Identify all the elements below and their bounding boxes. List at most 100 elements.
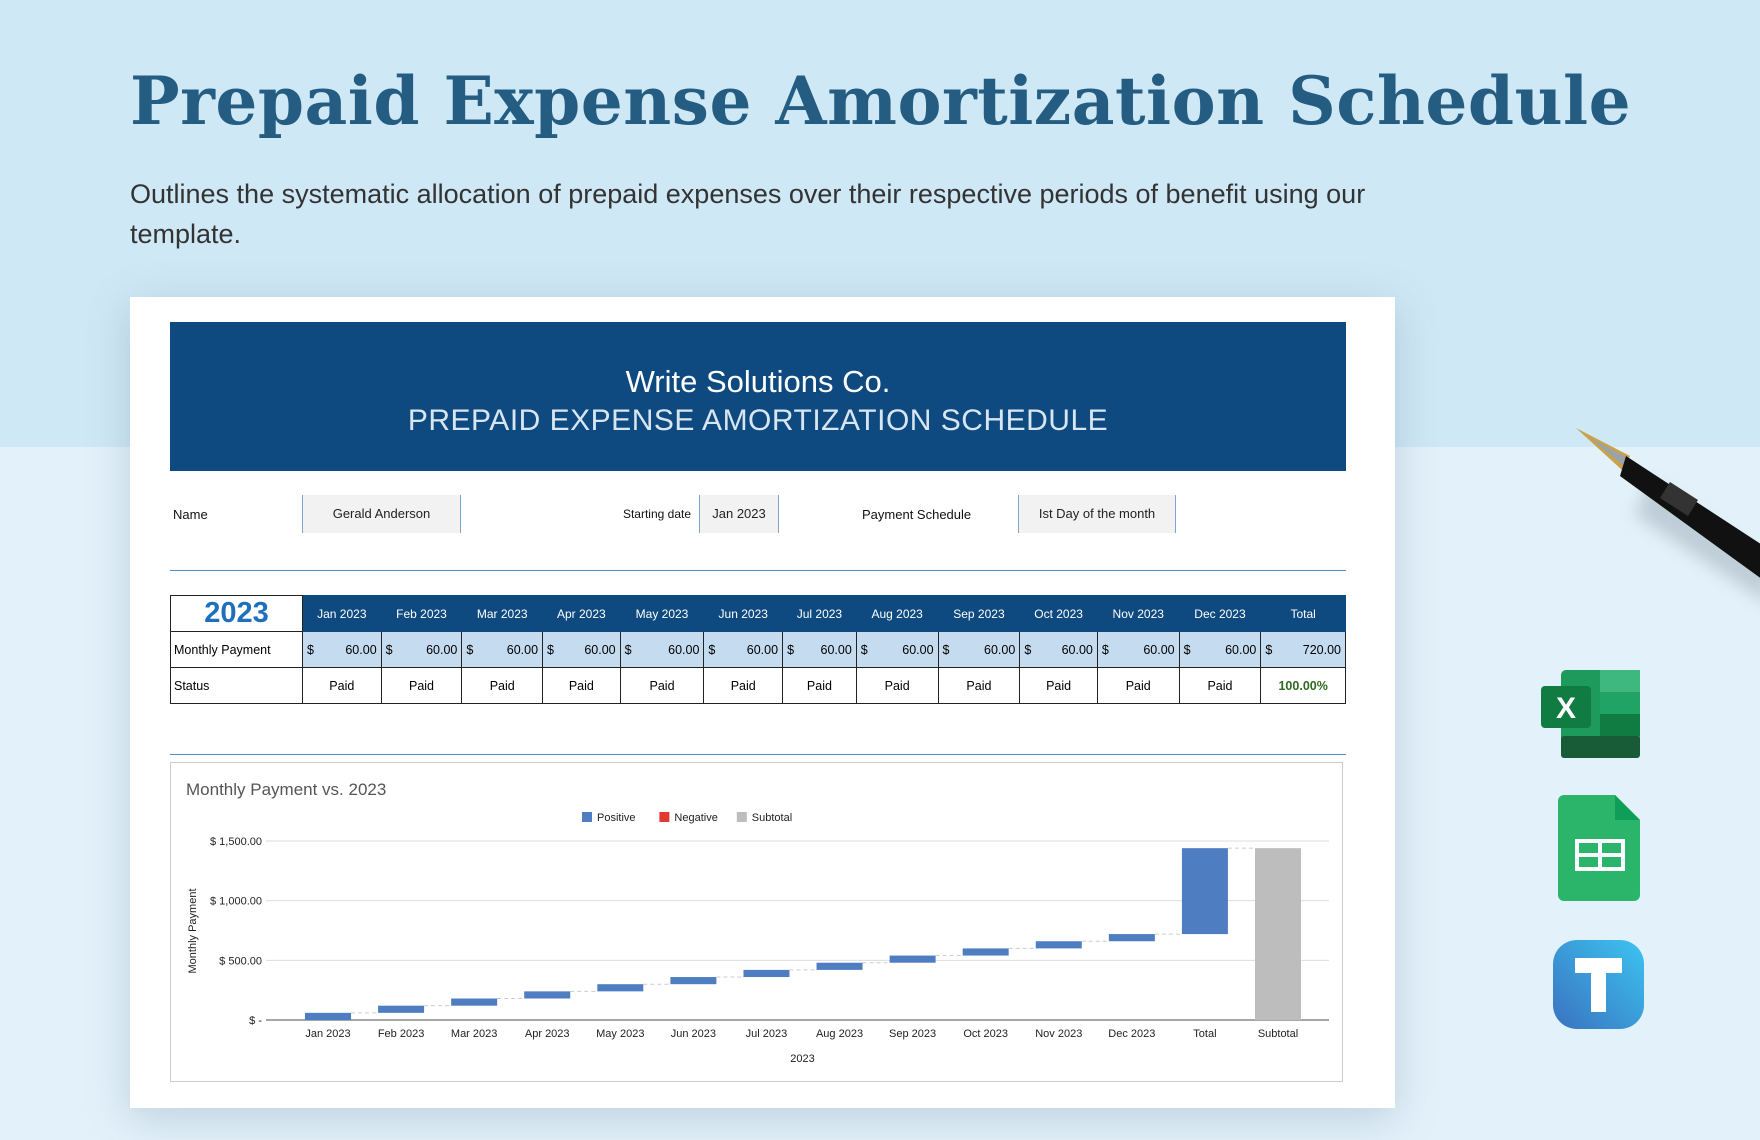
legend-label: Subtotal: [752, 812, 792, 824]
svg-text:X: X: [1556, 692, 1576, 725]
x-tick-label: Jun 2023: [671, 1028, 716, 1040]
column-header: Mar 2023: [461, 595, 544, 632]
payment-amount: 720.00: [1302, 642, 1341, 657]
payment-cell: $60.00: [1096, 631, 1180, 668]
waterfall-bar: [378, 1005, 425, 1013]
payment-cell: $60.00: [1019, 631, 1098, 668]
status-cell: Paid: [703, 667, 784, 704]
payment-amount: 60.00: [1061, 642, 1093, 657]
starting-date-label: Starting date: [622, 507, 691, 521]
excel-icon[interactable]: X: [1541, 670, 1641, 760]
payment-amount: 60.00: [345, 642, 377, 657]
currency-symbol: $: [466, 642, 474, 657]
name-label: Name: [173, 507, 208, 522]
payment-schedule-label: Payment Schedule: [862, 507, 972, 522]
company-name: Write Solutions Co.: [625, 364, 891, 399]
legend-label: Negative: [674, 812, 717, 824]
column-header: Dec 2023: [1178, 595, 1262, 632]
waterfall-bar: [524, 991, 571, 999]
column-header: Total: [1260, 595, 1346, 632]
google-sheets-icon[interactable]: [1558, 795, 1642, 903]
header-row: 2023 Jan 2023 Feb 2023 Mar 2023 Apr 2023…: [170, 595, 1346, 632]
y-tick-label: $ -: [249, 1015, 262, 1027]
y-tick-label: $ 500.00: [219, 955, 262, 967]
waterfall-bar: [1035, 941, 1082, 949]
status-cell: Paid: [542, 667, 621, 704]
currency-symbol: $: [708, 642, 716, 657]
payment-amount: 60.00: [506, 642, 539, 657]
payment-cell: $720.00: [1260, 631, 1346, 668]
status-row: Status Paid Paid Paid Paid Paid Paid Paid Paid P…: [170, 667, 1346, 704]
column-header: Sep 2023: [937, 595, 1021, 632]
x-tick-label: Apr 2023: [525, 1028, 570, 1040]
waterfall-chart: Monthly Payment vs. 2023 Positive Negative…: [170, 762, 1343, 1082]
chart-title: Monthly Payment vs. 2023: [186, 780, 386, 799]
x-axis-title: 2023: [790, 1053, 814, 1065]
x-tick-label: Mar 2023: [451, 1028, 497, 1040]
waterfall-bar: [305, 1012, 351, 1020]
divider: [170, 754, 1346, 755]
status-cell: Paid: [1178, 667, 1262, 704]
currency-symbol: $: [547, 642, 554, 657]
status-cell: Paid: [380, 667, 463, 704]
column-header: May 2023: [619, 595, 705, 632]
currency-symbol: $: [787, 642, 795, 657]
column-header: Jan 2023: [302, 595, 382, 632]
page-title: Prepaid Expense Amortization Schedule: [130, 62, 1632, 140]
x-tick-label: Aug 2023: [816, 1028, 863, 1040]
x-tick-label: Jul 2023: [746, 1028, 788, 1040]
currency-symbol: $: [1024, 642, 1032, 657]
row-label: Monthly Payment: [170, 631, 303, 668]
status-total: 100.00%: [1260, 667, 1346, 704]
column-header: Jul 2023: [782, 595, 857, 632]
payment-cell: $60.00: [703, 631, 784, 668]
currency-symbol: $: [1265, 642, 1273, 657]
x-tick-label: Total: [1193, 1028, 1216, 1040]
status-cell: Paid: [1096, 667, 1180, 704]
legend-swatch: [659, 812, 670, 822]
payment-amount: 60.00: [1143, 642, 1175, 657]
monthly-payment-row: Monthly Payment $60.00 $60.00 $60.00 $60.00…: [170, 631, 1346, 668]
status-cell: Paid: [1019, 667, 1098, 704]
y-tick-label: $ 1,000.00: [210, 896, 262, 908]
currency-symbol: $: [624, 642, 632, 657]
column-header: Apr 2023: [542, 595, 621, 632]
sheet-banner: Write Solutions Co. PREPAID EXPENSE AMOR…: [170, 322, 1346, 471]
currency-symbol: $: [942, 642, 950, 657]
payment-cell: $60.00: [1178, 631, 1262, 668]
currency-symbol: $: [1101, 642, 1109, 657]
x-tick-label: Dec 2023: [1108, 1028, 1155, 1040]
sheet-heading: PREPAID EXPENSE AMORTIZATION SCHEDULE: [407, 404, 1109, 437]
payment-amount: 60.00: [584, 642, 616, 657]
payment-schedule-field[interactable]: Ist Day of the month: [1018, 495, 1176, 533]
payment-cell: $60.00: [302, 631, 382, 668]
x-tick-label: Nov 2023: [1035, 1028, 1082, 1040]
y-axis-title: Monthly Payment: [187, 889, 199, 974]
chart-svg: Monthly Payment vs. 2023 Positive Negative…: [186, 780, 1329, 1065]
column-header: Aug 2023: [855, 595, 939, 632]
currency-symbol: $: [1183, 642, 1191, 657]
legend-swatch: [582, 812, 592, 822]
payment-amount: 60.00: [746, 642, 779, 657]
x-tick-label: Jan 2023: [305, 1028, 350, 1040]
payment-cell: $60.00: [782, 631, 857, 668]
legend-label: Positive: [597, 812, 636, 824]
status-cell: Paid: [937, 667, 1021, 704]
currency-symbol: $: [860, 642, 868, 657]
name-field[interactable]: Gerald Anderson: [302, 495, 461, 533]
starting-date-field[interactable]: Jan 2023: [699, 495, 779, 533]
pen-icon: [1576, 428, 1760, 599]
waterfall-bar: [1255, 848, 1301, 1020]
amortization-table: 2023 Jan 2023 Feb 2023 Mar 2023 Apr 2023…: [170, 595, 1346, 704]
payment-cell: $60.00: [542, 631, 621, 668]
status-cell: Paid: [855, 667, 939, 704]
divider: [170, 570, 1346, 571]
x-tick-label: Sep 2023: [889, 1028, 936, 1040]
waterfall-bar: [889, 955, 936, 963]
payment-cell: $60.00: [855, 631, 939, 668]
status-cell: Paid: [461, 667, 544, 704]
status-cell: Paid: [302, 667, 382, 704]
status-cell: Paid: [782, 667, 857, 704]
template-t-icon[interactable]: [1553, 940, 1645, 1030]
waterfall-bar: [670, 977, 717, 985]
